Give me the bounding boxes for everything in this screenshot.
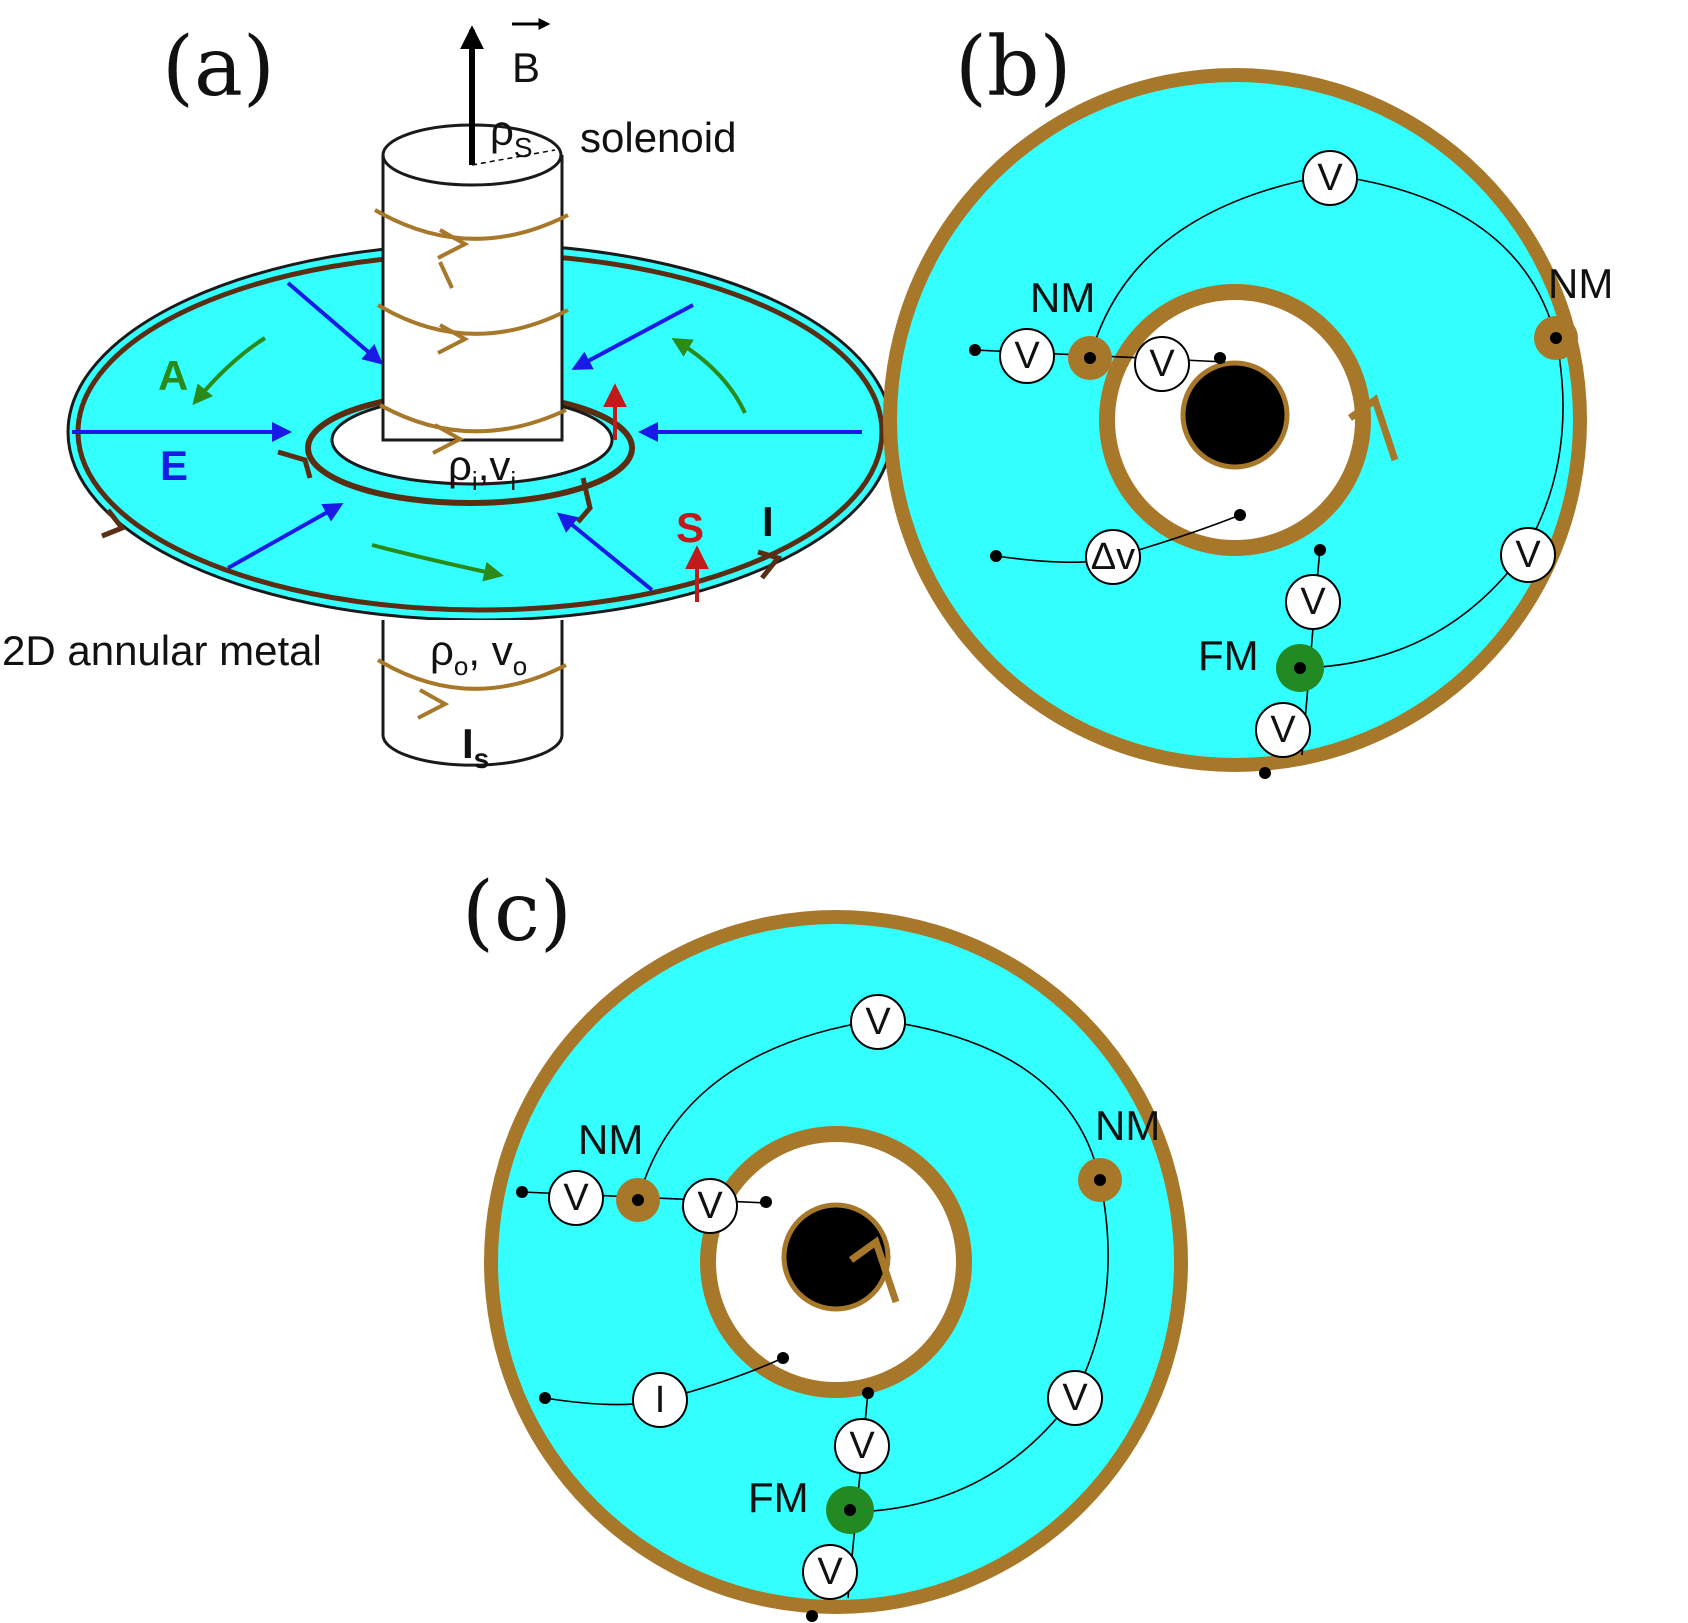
svg-text:V: V xyxy=(1149,343,1175,385)
delta-v-meter-b: Δv xyxy=(1085,529,1141,585)
svg-text:V: V xyxy=(1014,335,1040,377)
voltmeter-left-inner-c: V xyxy=(682,1178,738,1234)
svg-text:V: V xyxy=(817,1551,843,1593)
outer-radius-label: ρo, vo xyxy=(430,627,527,681)
solenoid-core-c xyxy=(781,1202,891,1312)
nm-label-right-b: NM xyxy=(1548,260,1613,307)
current-meter-c: I xyxy=(632,1372,688,1428)
current-label: I xyxy=(762,498,774,545)
solenoid-current-label: Is xyxy=(462,720,489,774)
voltmeter-fm-lower-c: V xyxy=(802,1544,858,1600)
panel-b: (b) xyxy=(883,20,1613,779)
e-field-label: E xyxy=(160,442,188,489)
svg-text:Δv: Δv xyxy=(1091,536,1135,578)
voltmeter-top-b: V xyxy=(1302,150,1358,206)
panel-a-label: (a) xyxy=(162,20,275,115)
solenoid-arrow-b xyxy=(1347,394,1399,462)
inner-radius-label: ρi,vi xyxy=(448,442,516,496)
svg-text:I: I xyxy=(655,1379,666,1421)
solenoid-lower xyxy=(381,620,564,767)
voltmeter-fm-upper-b: V xyxy=(1285,574,1341,630)
voltmeter-right-c: V xyxy=(1047,1370,1103,1426)
nm-label-right-c: NM xyxy=(1095,1102,1160,1149)
svg-text:V: V xyxy=(849,1425,875,1467)
e-field-arrows xyxy=(72,281,862,592)
junction-dots-b xyxy=(969,332,1562,779)
spin-label: S xyxy=(676,504,704,551)
svg-text:V: V xyxy=(1270,709,1296,751)
solenoid-arrow-c xyxy=(848,1236,900,1304)
solenoid-windings xyxy=(373,208,569,720)
panel-c: (c) V xyxy=(462,865,1188,1622)
nm-label-left-b: NM xyxy=(1030,274,1095,321)
voltmeter-top-c: V xyxy=(850,994,906,1050)
junction-dots-c xyxy=(516,1174,1106,1622)
voltmeter-fm-lower-b: V xyxy=(1255,702,1311,758)
svg-text:V: V xyxy=(1062,1377,1088,1419)
svg-text:V: V xyxy=(697,1185,723,1227)
nm-label-left-c: NM xyxy=(578,1116,643,1163)
a-field-arrows xyxy=(192,336,747,582)
fm-label-b: FM xyxy=(1198,632,1259,679)
svg-text:V: V xyxy=(563,1177,589,1219)
solenoid-upper xyxy=(381,155,564,442)
current-arrowheads xyxy=(101,449,783,580)
panel-b-label: (b) xyxy=(955,20,1071,115)
solenoid-radius-label: ρS xyxy=(490,107,533,163)
panel-c-label: (c) xyxy=(462,865,572,960)
a-field-label: A xyxy=(158,352,188,399)
voltmeter-left-inner-b: V xyxy=(1134,336,1190,392)
voltmeter-left-outer-b: V xyxy=(999,328,1055,384)
solenoid-core-b xyxy=(1180,360,1290,470)
svg-text:V: V xyxy=(865,1001,891,1043)
metal-label: 2D annular metal xyxy=(2,627,322,674)
voltmeter-left-outer-c: V xyxy=(548,1170,604,1226)
solenoid-label: solenoid xyxy=(580,114,736,161)
panel-a: (a) B ρS solenoid xyxy=(2,18,894,774)
b-field-label: B xyxy=(512,44,540,91)
voltmeter-right-b: V xyxy=(1500,527,1556,583)
svg-text:V: V xyxy=(1317,157,1343,199)
svg-text:V: V xyxy=(1300,581,1326,623)
voltmeter-fm-upper-c: V xyxy=(834,1418,890,1474)
fm-label-c: FM xyxy=(748,1474,809,1521)
svg-text:V: V xyxy=(1515,534,1541,576)
